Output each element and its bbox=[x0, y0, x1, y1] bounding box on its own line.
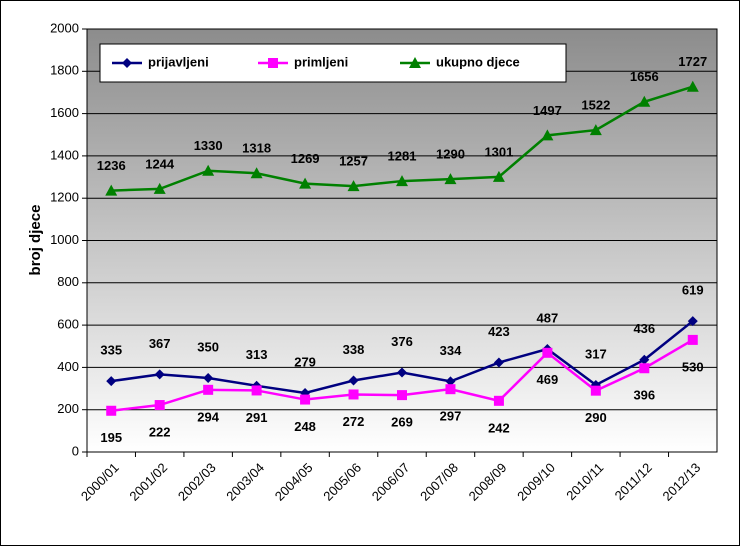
data-label: 248 bbox=[294, 419, 316, 434]
legend-label: prijavljeni bbox=[148, 54, 209, 69]
point bbox=[154, 369, 165, 380]
point bbox=[202, 164, 215, 176]
point bbox=[122, 58, 132, 68]
point bbox=[541, 129, 554, 141]
data-label: 1656 bbox=[630, 69, 659, 84]
data-label: 1257 bbox=[339, 154, 368, 169]
data-label: 1236 bbox=[97, 158, 126, 173]
point bbox=[300, 394, 311, 405]
point bbox=[409, 57, 421, 68]
point bbox=[687, 334, 698, 345]
legend-box bbox=[99, 43, 567, 83]
data-label: 294 bbox=[197, 409, 219, 424]
data-label: 436 bbox=[633, 321, 655, 336]
data-label: 297 bbox=[440, 409, 462, 424]
point bbox=[445, 384, 456, 395]
data-label: 242 bbox=[488, 420, 510, 435]
y-axis-label: broj djece bbox=[27, 205, 44, 276]
data-label: 269 bbox=[391, 415, 413, 430]
y-tick-label: 1000 bbox=[50, 232, 79, 247]
data-label: 272 bbox=[343, 414, 365, 429]
data-label: 313 bbox=[246, 347, 268, 362]
y-tick-label: 1400 bbox=[50, 147, 79, 162]
point bbox=[203, 372, 214, 383]
point bbox=[590, 385, 601, 396]
y-tick-label: 1600 bbox=[50, 105, 79, 120]
data-label: 469 bbox=[537, 372, 559, 387]
data-label: 279 bbox=[294, 354, 316, 369]
data-label: 1522 bbox=[581, 98, 610, 113]
data-label: 619 bbox=[682, 283, 704, 298]
point bbox=[203, 384, 214, 395]
data-label: 530 bbox=[682, 359, 704, 374]
point bbox=[493, 357, 504, 368]
point bbox=[444, 173, 457, 185]
point bbox=[251, 385, 262, 396]
point bbox=[542, 347, 553, 358]
data-label: 1727 bbox=[678, 54, 707, 69]
data-label: 1290 bbox=[436, 147, 465, 162]
y-tick-label: 600 bbox=[57, 317, 79, 332]
y-tick-label: 800 bbox=[57, 274, 79, 289]
point bbox=[492, 170, 505, 182]
data-label: 1269 bbox=[291, 151, 320, 166]
point bbox=[250, 167, 263, 179]
data-label: 1330 bbox=[194, 138, 223, 153]
point bbox=[106, 405, 117, 416]
point bbox=[154, 400, 165, 411]
data-label: 487 bbox=[537, 310, 559, 325]
data-label: 1244 bbox=[145, 156, 175, 171]
data-label: 350 bbox=[197, 339, 219, 354]
point bbox=[589, 124, 602, 136]
point bbox=[348, 389, 359, 400]
point bbox=[396, 175, 408, 187]
legend-label: primljeni bbox=[294, 54, 348, 69]
data-label: 338 bbox=[343, 342, 365, 357]
y-tick-label: 200 bbox=[57, 401, 79, 416]
point bbox=[397, 390, 407, 401]
data-label: 423 bbox=[488, 324, 510, 339]
point bbox=[686, 80, 699, 92]
y-tick-label: 1800 bbox=[50, 63, 79, 78]
point bbox=[347, 180, 360, 192]
data-label: 317 bbox=[585, 346, 607, 361]
point bbox=[299, 177, 312, 189]
y-tick-label: 400 bbox=[57, 359, 79, 374]
point bbox=[687, 316, 698, 327]
data-label: 1281 bbox=[388, 149, 417, 164]
data-label: 1301 bbox=[484, 144, 513, 159]
data-label: 222 bbox=[149, 424, 171, 439]
point bbox=[493, 395, 504, 406]
point bbox=[106, 376, 117, 387]
point bbox=[348, 375, 359, 386]
point bbox=[153, 182, 166, 194]
data-label: 1497 bbox=[533, 103, 562, 118]
data-label: 291 bbox=[246, 410, 268, 425]
point bbox=[639, 363, 650, 374]
y-tick-label: 2000 bbox=[50, 20, 79, 35]
data-label: 376 bbox=[391, 334, 413, 349]
legend-label: ukupno djece bbox=[436, 54, 520, 69]
legend: prijavljeni primljeni ukupno djece bbox=[99, 43, 567, 83]
point bbox=[638, 95, 651, 107]
point bbox=[268, 58, 278, 68]
data-label: 335 bbox=[100, 343, 122, 358]
data-label: 367 bbox=[149, 336, 171, 351]
point bbox=[639, 354, 650, 365]
point bbox=[445, 376, 456, 387]
y-tick-label: 1200 bbox=[50, 190, 79, 205]
y-tick-label: 0 bbox=[72, 443, 79, 458]
point bbox=[397, 367, 407, 378]
data-label: 195 bbox=[100, 430, 122, 445]
data-label: 290 bbox=[585, 410, 607, 425]
point bbox=[105, 184, 118, 196]
data-label: 1318 bbox=[242, 141, 271, 156]
data-label: 396 bbox=[633, 388, 655, 403]
data-label: 334 bbox=[440, 343, 462, 358]
